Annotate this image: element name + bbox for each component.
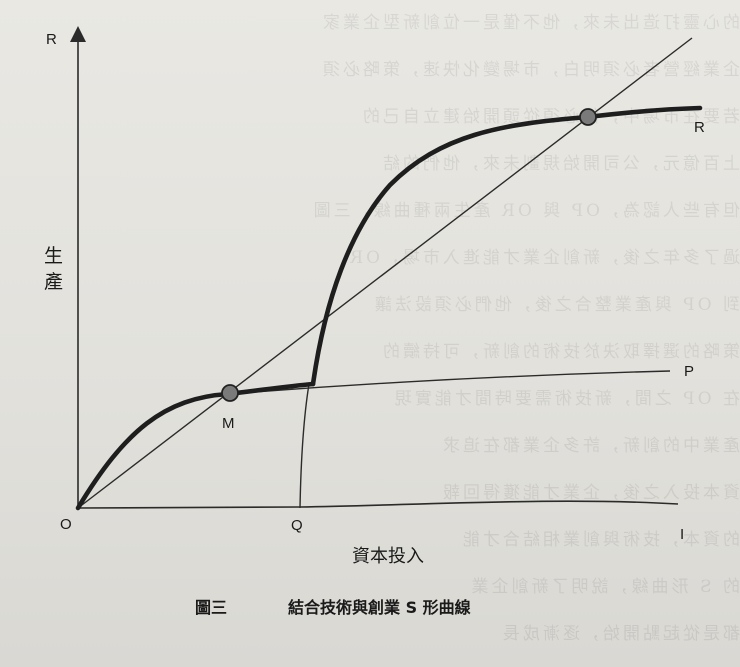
x-axis-title: 資本投入: [352, 546, 424, 567]
origin-label: O: [60, 516, 72, 533]
s-curve-upper: [310, 105, 703, 387]
line-P: [227, 370, 671, 395]
y-axis-title-1: 生: [44, 245, 63, 267]
x-axis: [77, 500, 679, 509]
y-axis-title-2: 產: [44, 271, 63, 293]
figure-title: 結合技術與創業 S 形曲線: [288, 598, 471, 617]
y-axis-end-label: R: [46, 31, 57, 48]
curve-Q-rise: [299, 383, 310, 509]
label-Q: Q: [291, 517, 303, 534]
point-M: [221, 384, 239, 402]
label-P: P: [684, 363, 694, 380]
label-M: M: [222, 415, 235, 432]
x-axis-end-label: I: [680, 526, 684, 543]
label-R: R: [694, 119, 705, 136]
s-curve-lower: [75, 381, 316, 511]
line-OR: [77, 37, 693, 509]
point-R: [579, 108, 597, 126]
figure-number: 圖三: [195, 598, 227, 617]
